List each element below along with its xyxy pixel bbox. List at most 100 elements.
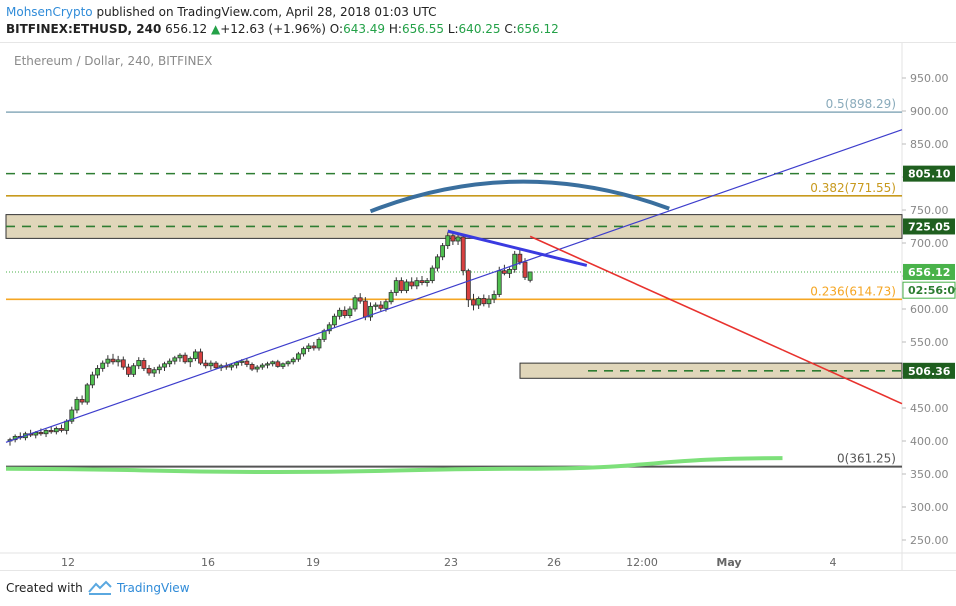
candle[interactable] (517, 253, 523, 263)
candle[interactable] (368, 305, 373, 318)
candle[interactable] (141, 360, 147, 369)
candle[interactable] (229, 364, 234, 368)
candle[interactable] (156, 366, 162, 371)
candle[interactable] (501, 270, 507, 274)
candle[interactable] (450, 235, 456, 242)
candle[interactable] (295, 353, 301, 360)
candle[interactable] (393, 280, 399, 293)
candle[interactable] (100, 362, 106, 369)
chart-area[interactable]: Ethereum / Dollar, 240, BITFINEX 0.5(898.… (0, 42, 956, 571)
candle[interactable] (352, 297, 358, 310)
candle[interactable] (151, 369, 157, 374)
candle[interactable] (110, 358, 116, 363)
candle[interactable] (182, 354, 188, 363)
candle[interactable] (59, 428, 64, 431)
candle[interactable] (347, 308, 353, 316)
ascending-trendline-extension[interactable] (586, 129, 903, 241)
ascending-trendline[interactable] (5, 239, 587, 443)
candle[interactable] (249, 364, 255, 370)
candle[interactable] (522, 261, 528, 278)
candle[interactable] (316, 338, 322, 349)
candle[interactable] (275, 361, 281, 367)
candle[interactable] (43, 430, 49, 435)
candle[interactable] (285, 361, 291, 365)
candle[interactable] (512, 253, 518, 270)
candle[interactable] (48, 430, 54, 433)
candle[interactable] (244, 360, 250, 365)
candle[interactable] (435, 256, 440, 269)
tradingview-brand[interactable]: TradingView (117, 581, 190, 595)
candle[interactable] (53, 428, 59, 433)
candle[interactable] (491, 294, 497, 300)
red-trendline-extension[interactable] (782, 349, 903, 405)
candle[interactable] (270, 361, 276, 365)
tradingview-logo-icon[interactable] (88, 579, 112, 595)
candle[interactable] (290, 358, 296, 363)
candle[interactable] (136, 360, 142, 367)
candle[interactable] (105, 358, 111, 364)
candle[interactable] (424, 280, 430, 283)
candle[interactable] (507, 268, 512, 274)
candle[interactable] (337, 309, 343, 317)
candle[interactable] (120, 359, 126, 368)
candle[interactable] (460, 236, 466, 272)
candle[interactable] (79, 399, 85, 403)
candle[interactable] (131, 365, 137, 375)
candle[interactable] (440, 245, 446, 258)
candle[interactable] (409, 281, 415, 287)
supply-zone-2[interactable] (519, 362, 903, 379)
candle[interactable] (280, 363, 286, 367)
rounded-top-arc[interactable] (369, 179, 670, 214)
red-trendline[interactable] (529, 235, 783, 351)
candle[interactable] (64, 420, 70, 431)
candle[interactable] (126, 366, 131, 375)
candle[interactable] (213, 362, 219, 369)
candle[interactable] (177, 354, 183, 359)
price-chart[interactable]: Ethereum / Dollar, 240, BITFINEX 0.5(898.… (0, 43, 956, 571)
candle[interactable] (95, 367, 100, 376)
moving-average-line[interactable] (5, 456, 783, 475)
candle[interactable] (198, 351, 203, 364)
descending-resistance[interactable] (447, 229, 588, 267)
candle[interactable] (486, 298, 492, 305)
candle[interactable] (357, 297, 363, 302)
candle[interactable] (208, 362, 214, 367)
candle[interactable] (342, 309, 348, 317)
candle[interactable] (203, 362, 209, 367)
candle[interactable] (259, 364, 265, 368)
candle[interactable] (239, 360, 245, 363)
candle[interactable] (414, 280, 420, 287)
candle[interactable] (445, 235, 451, 247)
candle[interactable] (254, 366, 260, 370)
candle[interactable] (326, 324, 332, 332)
candle[interactable] (69, 409, 75, 422)
candle[interactable] (471, 299, 476, 306)
candle[interactable] (332, 315, 337, 326)
candle[interactable] (527, 271, 533, 281)
candle[interactable] (404, 281, 409, 291)
candle[interactable] (311, 345, 317, 349)
candle[interactable] (306, 345, 312, 349)
candle[interactable] (373, 304, 379, 307)
candle[interactable] (172, 357, 178, 362)
candle[interactable] (455, 236, 461, 242)
candle[interactable] (84, 384, 90, 403)
candle[interactable] (115, 359, 121, 363)
candle[interactable] (265, 363, 270, 366)
candle[interactable] (476, 298, 482, 306)
candle[interactable] (146, 367, 152, 374)
candle[interactable] (90, 374, 95, 386)
candle[interactable] (419, 280, 425, 283)
candle[interactable] (383, 301, 389, 309)
candle[interactable] (388, 292, 394, 303)
candle[interactable] (496, 270, 502, 295)
candle[interactable] (192, 351, 198, 359)
candle[interactable] (74, 399, 80, 411)
candle[interactable] (378, 304, 384, 309)
candle[interactable] (187, 358, 193, 363)
candle[interactable] (38, 432, 44, 435)
candle[interactable] (301, 348, 306, 355)
candle[interactable] (429, 267, 435, 282)
candle[interactable] (167, 360, 173, 365)
candle[interactable] (362, 300, 368, 318)
